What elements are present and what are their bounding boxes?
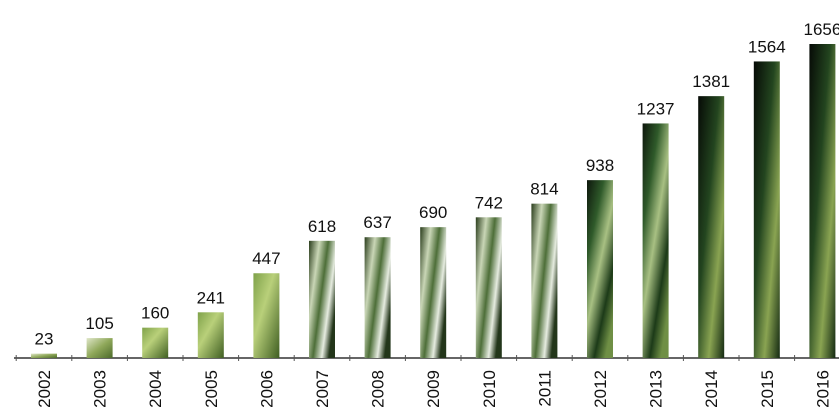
value-label: 938 [586,156,614,175]
bar [698,96,725,358]
bar [309,240,335,358]
value-label: 814 [530,180,558,199]
x-tick-label: 2007 [313,370,332,408]
value-label: 447 [252,249,280,268]
x-tick-label: 2006 [257,370,276,408]
x-tick-label: 2003 [91,370,110,408]
bar [420,227,447,358]
value-label: 105 [85,314,113,333]
value-label: 742 [475,193,503,212]
value-label: 1237 [637,99,675,118]
x-tick-label: 2005 [202,370,221,408]
bar [753,61,780,358]
x-tick-label: 2008 [369,370,388,408]
bar [197,312,224,358]
x-tick-label: 2013 [647,370,666,408]
bar [142,327,169,358]
x-tick-label: 2016 [813,370,832,408]
x-tick-label: 2010 [480,370,499,408]
bar [86,338,113,358]
bar [31,353,57,358]
value-label: 637 [363,213,391,232]
x-tick-label: 2011 [535,370,554,407]
value-label: 23 [35,330,54,349]
x-tick-label: 2015 [758,370,777,408]
bar [531,203,558,358]
bar [253,273,280,358]
x-tick-label: 2004 [146,370,165,408]
bar [642,123,669,359]
value-label: 241 [197,288,225,307]
bar [475,217,502,358]
bar [587,180,613,358]
x-tick-label: 2009 [424,370,443,408]
value-label: 1564 [748,37,786,56]
value-label: 1381 [692,72,730,91]
bar [809,44,836,358]
value-label: 160 [141,304,169,323]
x-tick-label: 2012 [591,370,610,408]
value-label: 618 [308,217,336,236]
x-tick-label: 2002 [35,370,54,408]
value-label: 690 [419,203,447,222]
value-label: 1656 [803,20,839,39]
bar [364,237,391,358]
x-tick-label: 2014 [702,370,721,408]
